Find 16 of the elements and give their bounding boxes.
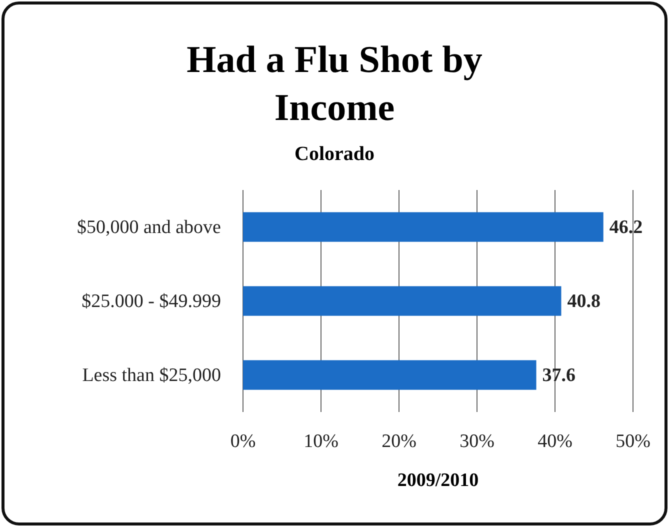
y-tick-label: $25.000 - $49.999 xyxy=(82,291,221,312)
x-tick-label: 40% xyxy=(538,431,573,452)
x-tick-label: 50% xyxy=(616,431,651,452)
y-tick-label: Less than $25,000 xyxy=(82,365,221,386)
data-label: 40.8 xyxy=(567,291,600,312)
bar xyxy=(243,212,604,242)
x-tick-label: 10% xyxy=(304,431,339,452)
chart-title: Had a Flu Shot by Income xyxy=(186,39,482,129)
x-tick-label: 20% xyxy=(382,431,417,452)
y-tick-label: $50,000 and above xyxy=(76,217,221,238)
chart-subtitle: Colorado xyxy=(294,143,374,165)
x-axis-title: 2009/2010 xyxy=(397,470,479,491)
x-tick-label: 30% xyxy=(460,431,495,452)
bar xyxy=(243,286,562,316)
x-tick-label: 0% xyxy=(230,431,256,452)
bar xyxy=(243,360,536,390)
